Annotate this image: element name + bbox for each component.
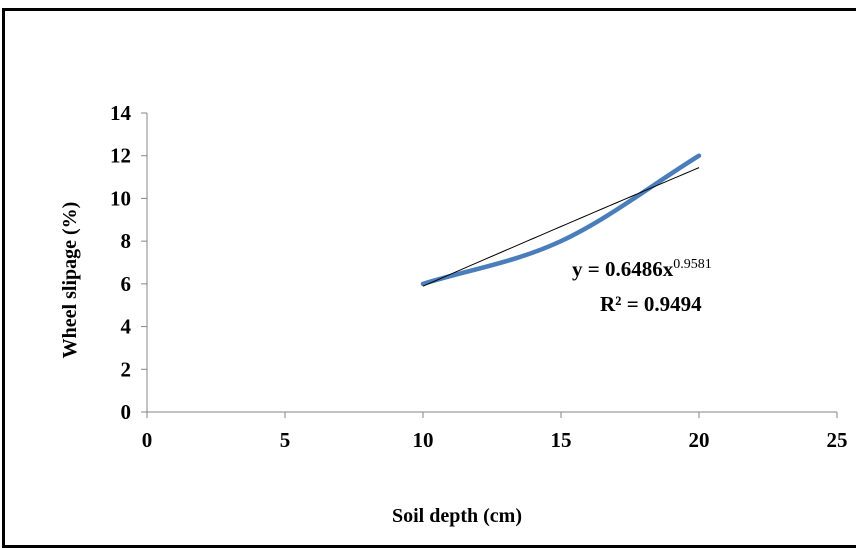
y-tick-labels: 0 2 4 6 8 10 12 14 — [110, 101, 132, 424]
x-tick-label: 15 — [551, 428, 572, 452]
y-tick-label: 0 — [121, 400, 132, 424]
y-tick-label: 10 — [110, 186, 131, 210]
trendline — [422, 167, 700, 287]
trendline-equation: y = 0.6486x0.9581 — [572, 257, 712, 281]
x-tick-label: 10 — [413, 428, 434, 452]
chart: 0 5 10 15 20 25 0 2 4 6 8 10 12 14 Soil depth (cm) W… — [59, 101, 848, 527]
x-tick-label: 20 — [689, 428, 710, 452]
y-tick-label: 2 — [121, 357, 132, 381]
trendline-layer — [422, 167, 700, 287]
y-axis-title: Wheel slipage (%) — [59, 202, 81, 359]
y-tick-label: 12 — [110, 144, 131, 168]
chart-axes — [141, 112, 838, 418]
y-tick-label: 14 — [110, 101, 132, 125]
x-tick-label: 5 — [280, 428, 291, 452]
series-layer — [420, 153, 702, 287]
x-tick-labels: 0 5 10 15 20 25 — [142, 428, 848, 452]
y-tick-label: 8 — [121, 229, 132, 253]
trendline-equation-exponent: 0.9581 — [673, 257, 712, 272]
series-line — [420, 153, 702, 287]
x-tick-label: 25 — [827, 428, 848, 452]
x-axis-title: Soil depth (cm) — [392, 505, 522, 527]
trendline-equation-base: y = 0.6486x — [572, 257, 674, 281]
chart-frame — [2, 8, 856, 548]
y-tick-label: 6 — [121, 272, 132, 296]
x-tick-label: 0 — [142, 428, 153, 452]
y-tick-label: 4 — [121, 315, 132, 339]
trendline-r-squared: R² = 0.9494 — [600, 292, 702, 316]
